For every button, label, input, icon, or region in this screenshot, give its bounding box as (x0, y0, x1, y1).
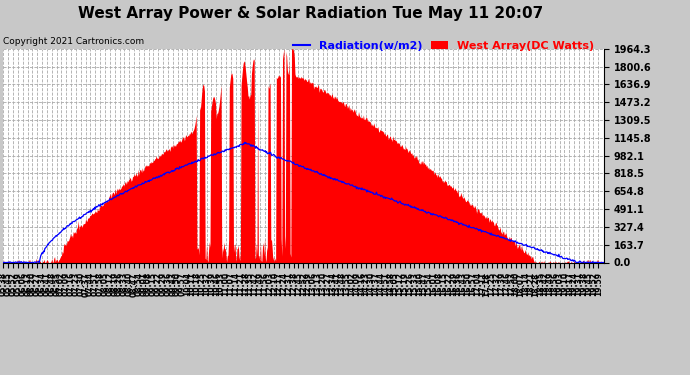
Text: Copyright 2021 Cartronics.com: Copyright 2021 Cartronics.com (3, 37, 145, 46)
Text: West Array Power & Solar Radiation Tue May 11 20:07: West Array Power & Solar Radiation Tue M… (78, 6, 543, 21)
Legend: Radiation(w/m2), West Array(DC Watts): Radiation(w/m2), West Array(DC Watts) (288, 36, 598, 55)
